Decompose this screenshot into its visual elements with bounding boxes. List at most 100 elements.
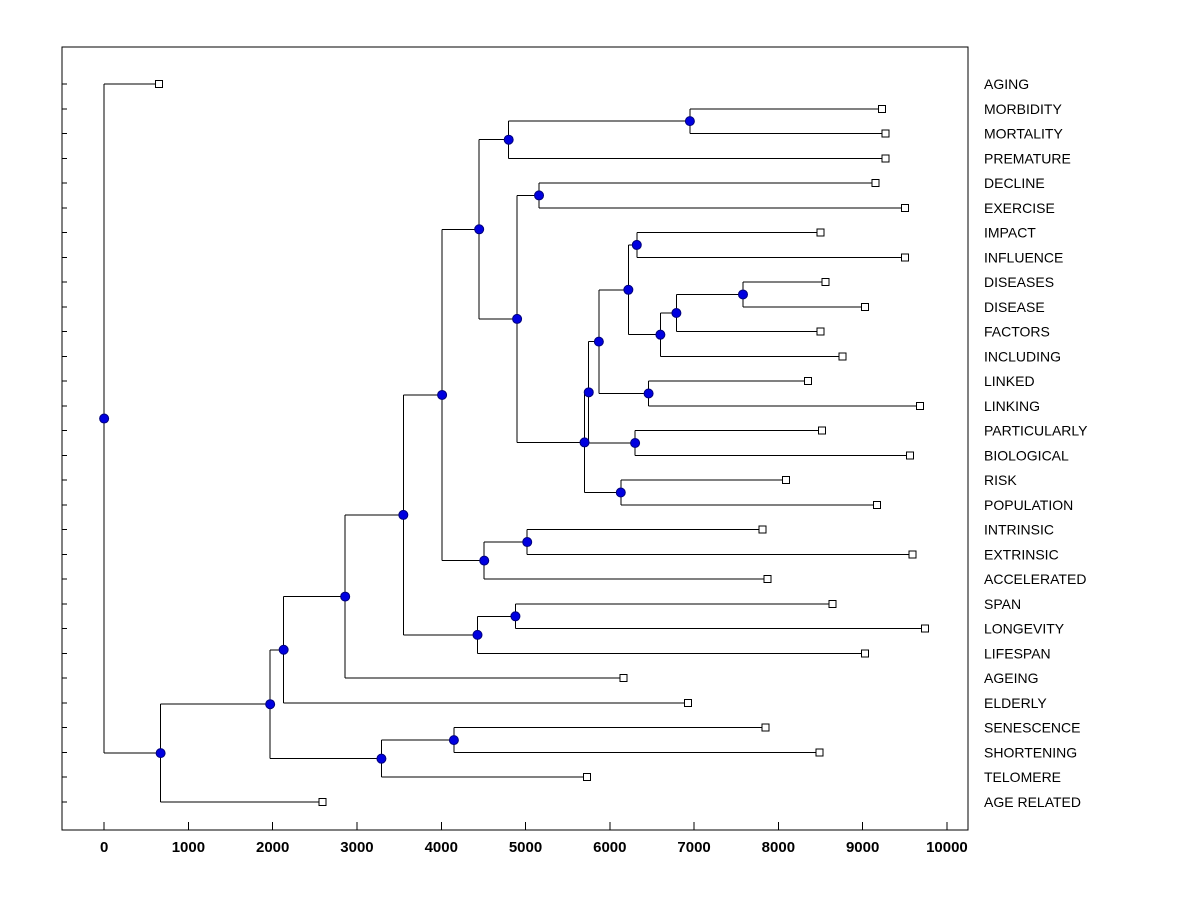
leaf-node-marker bbox=[318, 798, 327, 806]
branch-node-marker bbox=[593, 336, 604, 347]
branch-node-marker bbox=[155, 748, 166, 759]
leaf-label: SPAN bbox=[984, 596, 1021, 612]
leaf-label: ACCELERATED bbox=[984, 571, 1086, 587]
branch-node-marker bbox=[503, 134, 514, 145]
leaf-node-marker bbox=[781, 476, 790, 485]
leaf-node-marker bbox=[821, 278, 830, 287]
leaf-label: INCLUDING bbox=[984, 348, 1061, 364]
leaf-node-marker bbox=[881, 154, 890, 163]
branch-node-marker bbox=[479, 555, 490, 566]
leaf-label: LIFESPAN bbox=[984, 645, 1051, 661]
x-axis-tick-label: 7000 bbox=[677, 839, 710, 856]
tree-lines bbox=[61, 46, 969, 831]
branch-node-marker bbox=[643, 388, 654, 399]
leaf-node-marker bbox=[828, 599, 837, 608]
leaf-label: AGING bbox=[984, 76, 1029, 92]
branch-node-marker bbox=[278, 644, 289, 655]
branch-node-marker bbox=[376, 753, 387, 764]
leaf-label: TELOMERE bbox=[984, 769, 1061, 785]
leaf-node-marker bbox=[758, 525, 767, 534]
leaf-label: MORTALITY bbox=[984, 126, 1063, 142]
x-axis-tick-label: 10000 bbox=[926, 839, 968, 856]
leaf-node-marker bbox=[619, 674, 628, 683]
branch-node-marker bbox=[623, 284, 634, 295]
branch-node-marker bbox=[583, 387, 594, 398]
x-axis-tick-label: 3000 bbox=[340, 839, 373, 856]
leaf-node-marker bbox=[872, 500, 881, 509]
x-axis-tick-label: 5000 bbox=[509, 839, 542, 856]
leaf-node-marker bbox=[816, 327, 825, 336]
branch-node-marker bbox=[579, 437, 590, 448]
branch-node-marker bbox=[671, 308, 682, 319]
branch-node-marker bbox=[398, 509, 409, 520]
leaf-label: MORBIDITY bbox=[984, 101, 1062, 117]
leaf-node-marker bbox=[871, 179, 880, 188]
plot-box bbox=[61, 46, 969, 831]
leaf-label: RISK bbox=[984, 472, 1017, 488]
branch-node-marker bbox=[522, 537, 533, 548]
branch-node-marker bbox=[510, 611, 521, 622]
leaf-label: LINKED bbox=[984, 373, 1035, 389]
leaf-label: DECLINE bbox=[984, 175, 1045, 191]
leaf-node-marker bbox=[803, 377, 812, 386]
leaf-label: LINKING bbox=[984, 398, 1040, 414]
leaf-node-marker bbox=[908, 550, 917, 559]
leaf-label: PREMATURE bbox=[984, 150, 1071, 166]
leaf-node-marker bbox=[583, 773, 592, 782]
leaf-node-marker bbox=[816, 228, 825, 237]
branch-node-marker bbox=[340, 591, 351, 602]
leaf-label: AGE RELATED bbox=[984, 794, 1081, 810]
leaf-node-marker bbox=[815, 748, 824, 757]
leaf-node-marker bbox=[763, 575, 772, 584]
leaf-label: AGEING bbox=[984, 670, 1038, 686]
leaf-label: LONGEVITY bbox=[984, 621, 1065, 637]
x-axis-tick-label: 9000 bbox=[846, 839, 879, 856]
leaf-node-marker bbox=[905, 451, 914, 460]
branch-node-marker bbox=[631, 239, 642, 250]
branch-node-marker bbox=[630, 438, 641, 448]
x-axis-tick-label: 8000 bbox=[762, 839, 795, 856]
leaf-label: PARTICULARLY bbox=[984, 423, 1088, 439]
leaf-label: DISEASES bbox=[984, 274, 1054, 290]
x-axis-tick-label: 4000 bbox=[425, 839, 458, 856]
branch-node-marker bbox=[472, 629, 483, 640]
x-axis-tick-label: 2000 bbox=[256, 839, 289, 856]
tree-markers bbox=[99, 80, 930, 806]
branch-node-marker bbox=[615, 487, 626, 498]
leaf-label: IMPACT bbox=[984, 225, 1036, 241]
branch-node-marker bbox=[737, 289, 748, 300]
leaf-node-marker bbox=[684, 698, 693, 707]
leaf-label: SENESCENCE bbox=[984, 720, 1080, 736]
leaf-node-marker bbox=[900, 253, 909, 262]
branch-node-marker bbox=[684, 116, 695, 127]
leaf-label: ELDERLY bbox=[984, 695, 1047, 711]
leaf-label: EXTRINSIC bbox=[984, 546, 1059, 562]
leaf-node-marker bbox=[761, 723, 770, 732]
leaf-label: SHORTENING bbox=[984, 744, 1077, 760]
leaf-label: POPULATION bbox=[984, 497, 1073, 513]
leaf-label: INTRINSIC bbox=[984, 522, 1054, 538]
leaf-label: FACTORS bbox=[984, 324, 1050, 340]
branch-node-marker bbox=[437, 389, 448, 400]
branch-node-marker bbox=[655, 329, 666, 340]
leaf-node-marker bbox=[915, 401, 924, 410]
x-axis-tick-label: 6000 bbox=[593, 839, 626, 856]
leaf-node-marker bbox=[154, 80, 163, 88]
branch-node-marker bbox=[99, 413, 110, 424]
x-axis-tick-label: 1000 bbox=[172, 839, 205, 856]
branch-node-marker bbox=[512, 313, 523, 324]
branch-node-marker bbox=[448, 735, 459, 746]
leaf-node-marker bbox=[878, 104, 887, 113]
leaf-node-marker bbox=[921, 624, 930, 633]
leaf-node-marker bbox=[881, 129, 890, 138]
leaf-node-marker bbox=[861, 649, 870, 658]
leaf-label: INFLUENCE bbox=[984, 249, 1063, 265]
leaf-node-marker bbox=[861, 302, 870, 311]
tree-text: 0 1000 2000 3000 4000 5000 6000 7000 8000 9000 100… bbox=[100, 76, 1088, 856]
branch-node-marker bbox=[265, 699, 276, 710]
leaf-label: DISEASE bbox=[984, 299, 1045, 315]
leaf-node-marker bbox=[818, 426, 827, 435]
branch-node-marker bbox=[474, 224, 485, 235]
